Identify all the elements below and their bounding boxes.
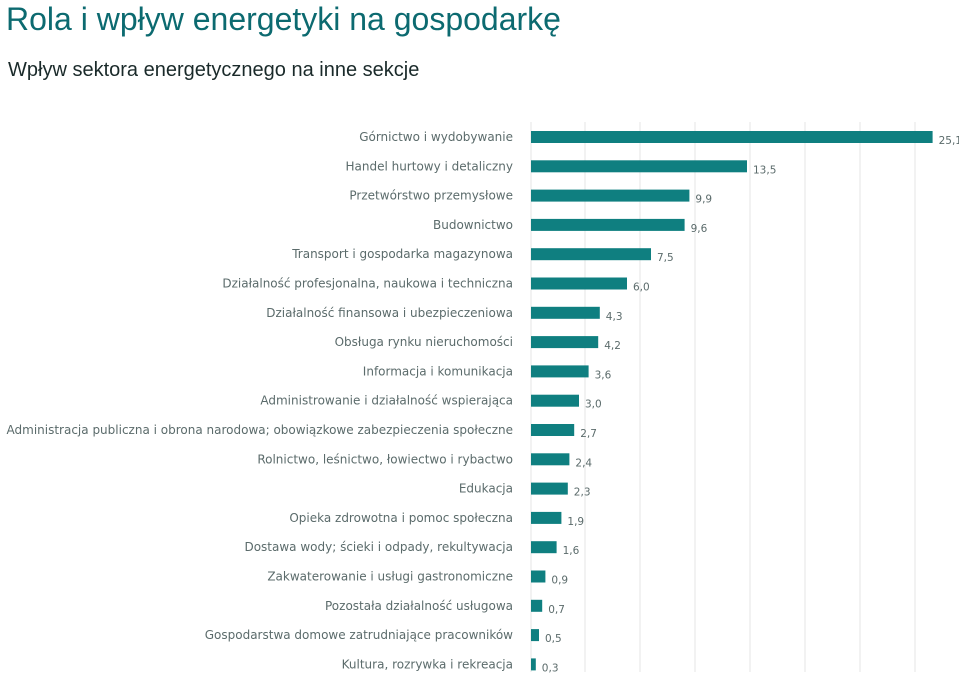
category-label: Edukacja — [459, 482, 513, 496]
value-label: 4,2 — [604, 340, 621, 352]
value-label: 1,9 — [567, 516, 584, 528]
category-label: Pozostała działalność usługowa — [325, 599, 513, 613]
bar — [531, 248, 651, 261]
bar — [531, 453, 570, 466]
value-label: 9,9 — [695, 194, 712, 206]
category-label: Górnictwo i wydobywanie — [359, 130, 513, 144]
bar — [531, 482, 568, 495]
value-label: 2,7 — [580, 428, 597, 440]
bar — [531, 394, 579, 407]
category-label: Kultura, rozrywka i rekreacja — [342, 657, 513, 671]
category-label: Transport i gospodarka magazynowa — [291, 247, 513, 261]
bar-layer — [531, 131, 933, 671]
label-layer: Górnictwo i wydobywanie 25,1 Handel hurtow… — [7, 130, 959, 674]
bar — [531, 511, 562, 524]
category-label: Informacja i komunikacja — [363, 364, 513, 378]
bar — [531, 629, 539, 642]
bar — [531, 189, 690, 202]
value-label: 3,6 — [595, 369, 612, 381]
bar — [531, 160, 747, 173]
page-title: Rola i wpływ energetyki na gospodarkę — [6, 1, 561, 37]
value-label: 25,1 — [939, 135, 959, 147]
category-label: Obsługa rynku nieruchomości — [335, 335, 513, 349]
category-label: Opieka zdrowotna i pomoc społeczna — [289, 511, 513, 525]
category-label: Przetwórstwo przemysłowe — [349, 189, 513, 203]
value-label: 9,6 — [691, 223, 708, 235]
category-label: Gospodarstwa domowe zatrudniające pracow… — [205, 628, 513, 642]
value-label: 4,3 — [606, 311, 623, 323]
category-label: Rolnictwo, leśnictwo, łowiectwo i rybact… — [257, 452, 513, 466]
category-label: Dostawa wody; ścieki i odpady, rekultywa… — [244, 540, 513, 554]
value-label: 13,5 — [753, 164, 776, 176]
bar — [531, 277, 627, 290]
bar — [531, 218, 685, 231]
page-subtitle: Wpływ sektora energetycznego na inne sek… — [8, 59, 420, 81]
value-label: 3,0 — [585, 399, 602, 411]
category-label: Handel hurtowy i detaliczny — [345, 159, 513, 173]
bar — [531, 541, 557, 554]
category-label: Budownictwo — [433, 218, 513, 232]
category-label: Administracja publiczna i obrona narodow… — [7, 423, 513, 437]
grid-layer — [530, 122, 916, 672]
bar — [531, 570, 546, 583]
value-label: 2,3 — [574, 487, 591, 499]
category-label: Zakwaterowanie i usługi gastronomiczne — [267, 570, 513, 584]
bar — [531, 131, 933, 143]
bar — [531, 599, 543, 612]
value-label: 6,0 — [633, 282, 650, 294]
value-label: 7,5 — [657, 252, 674, 264]
bar — [531, 306, 600, 319]
value-label: 0,3 — [542, 662, 559, 674]
category-label: Działalność profesjonalna, naukowa i tec… — [222, 277, 513, 291]
bar — [531, 336, 599, 349]
value-label: 1,6 — [563, 545, 580, 557]
category-label: Działalność finansowa i ubezpieczeniowa — [266, 306, 513, 320]
value-label: 0,7 — [548, 604, 565, 616]
value-label: 2,4 — [575, 457, 592, 469]
bar — [531, 365, 589, 378]
value-label: 0,9 — [551, 575, 568, 587]
bar — [531, 424, 575, 436]
value-label: 0,5 — [545, 633, 562, 645]
category-label: Administrowanie i działalność wspierając… — [260, 394, 513, 408]
bar — [531, 658, 536, 671]
